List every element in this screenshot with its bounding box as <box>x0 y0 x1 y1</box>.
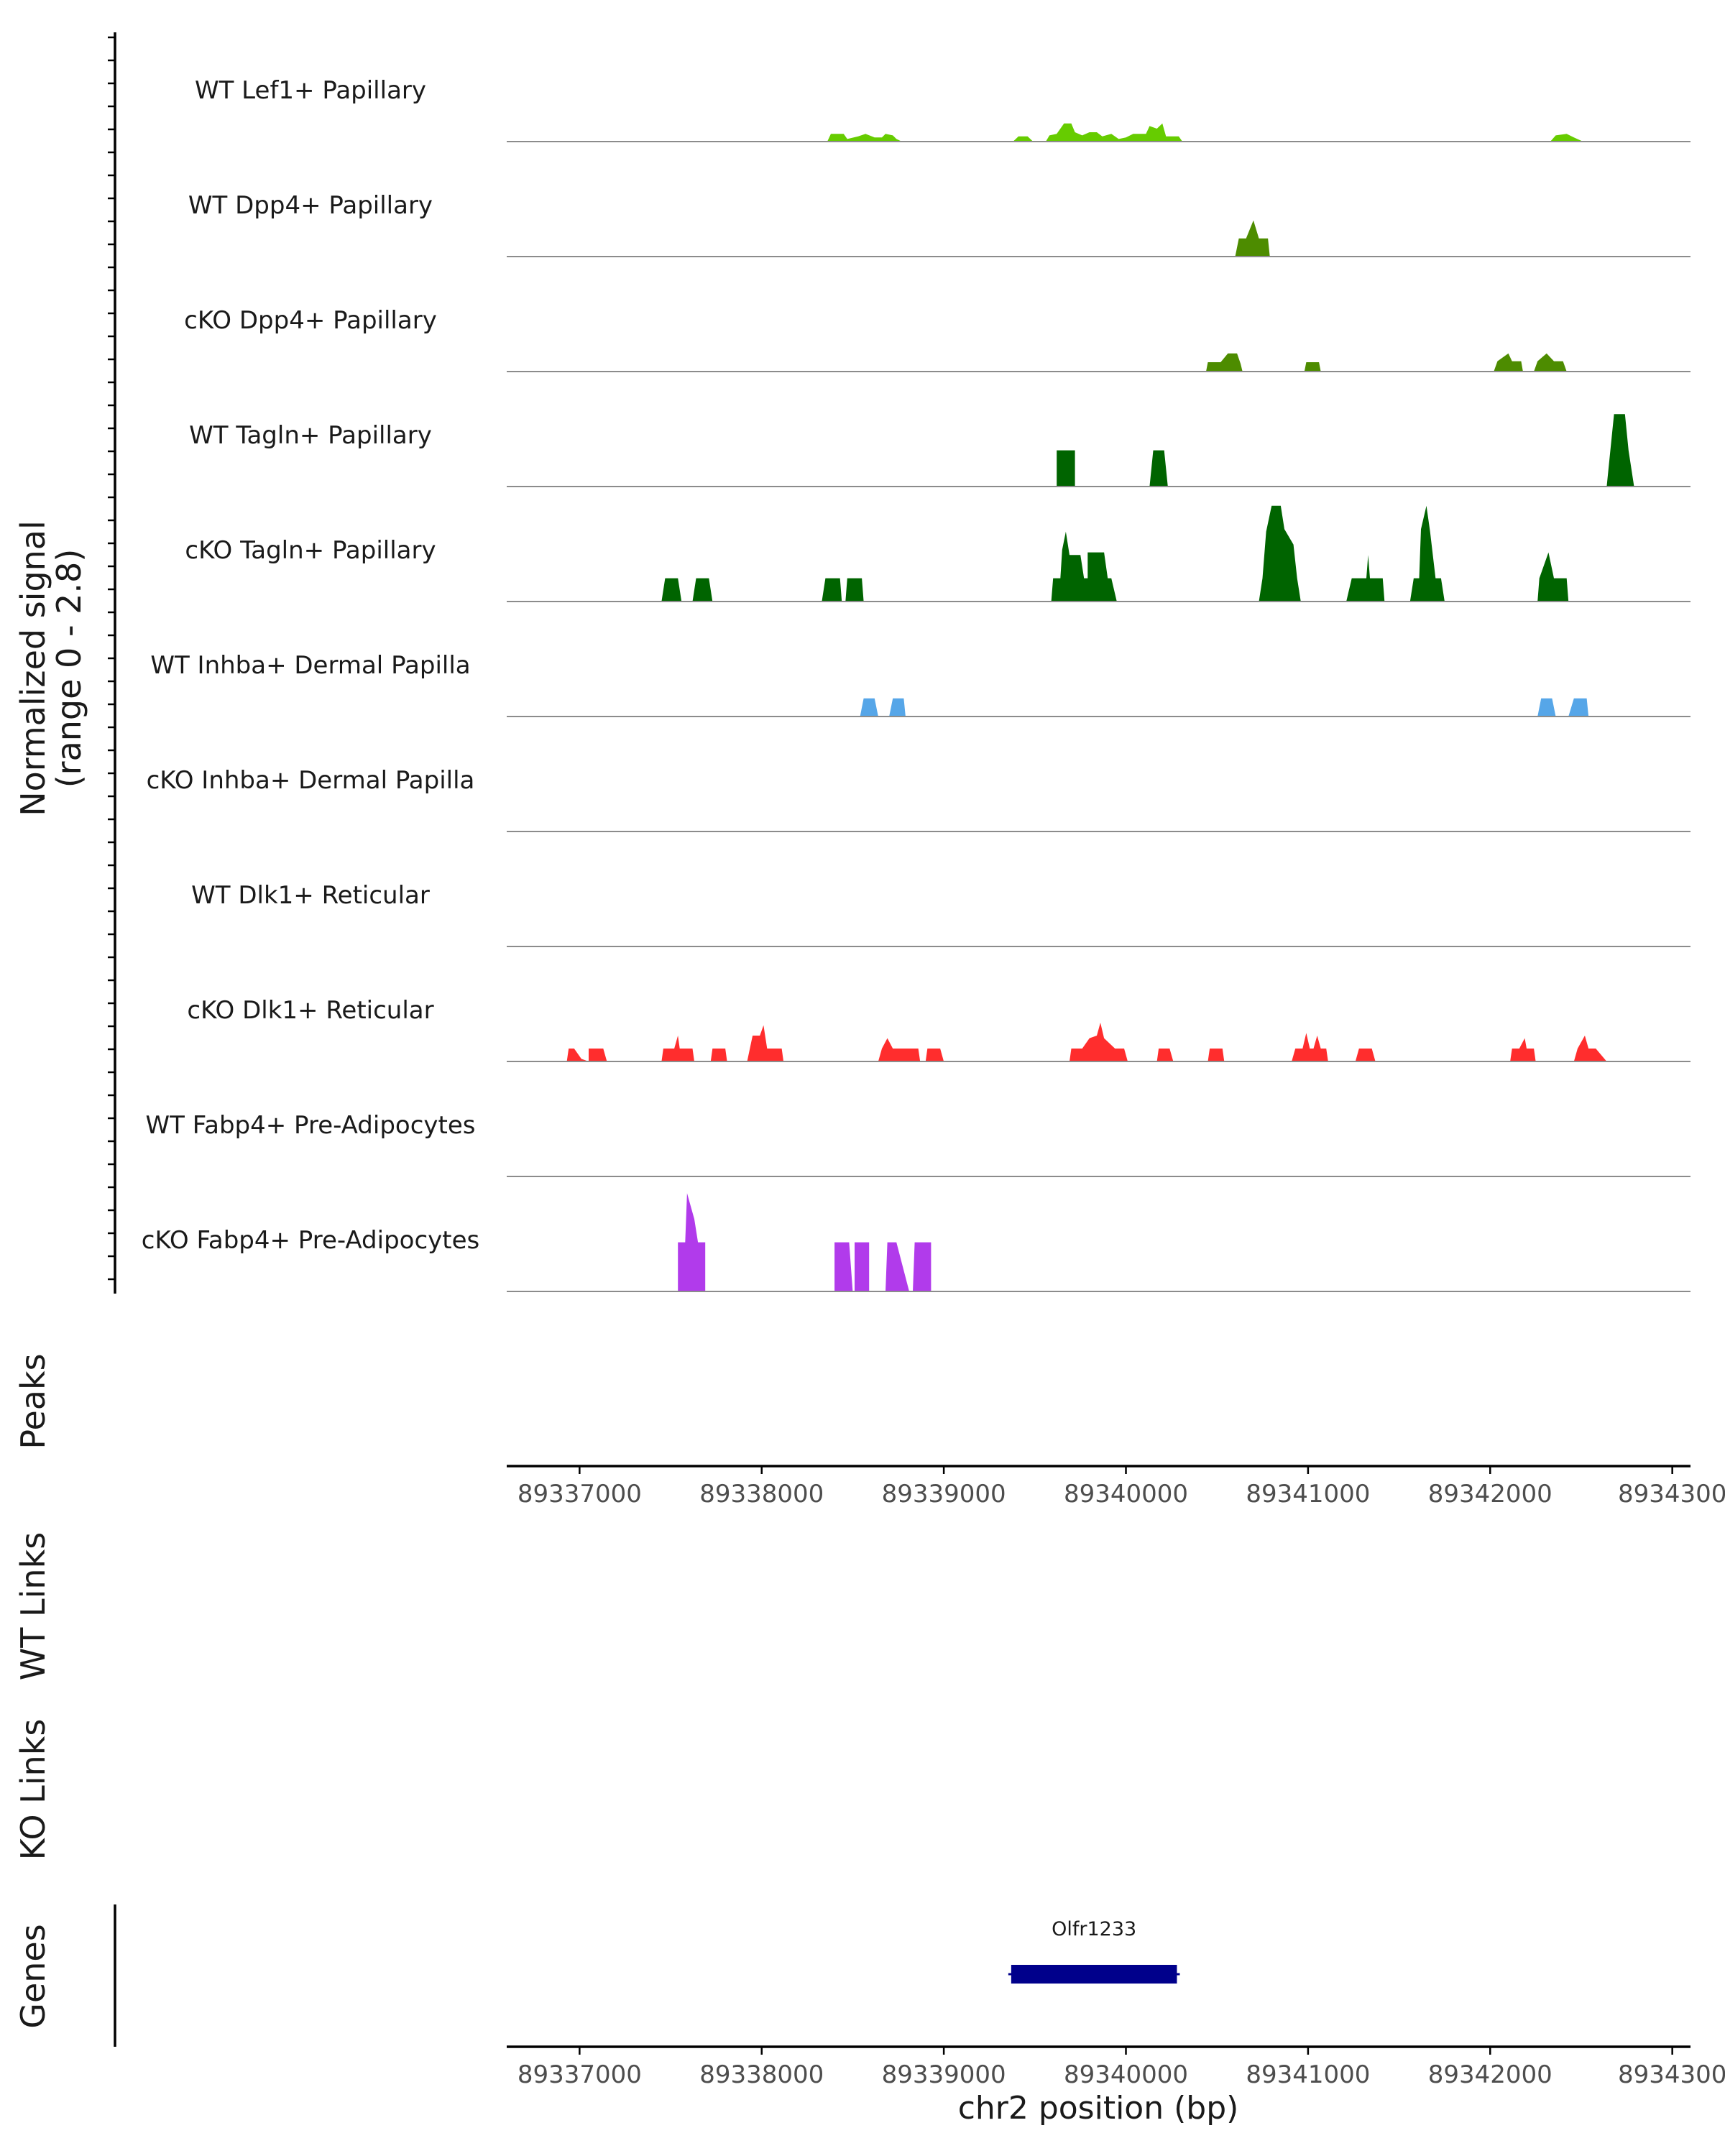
track-6: cKO Inhba+ Dermal Papilla <box>147 766 1690 832</box>
track-label: cKO Fabp4+ Pre-Adipocytes <box>142 1226 480 1255</box>
track-label: cKO Dpp4+ Papillary <box>184 306 437 335</box>
track-signal-area <box>678 1193 932 1291</box>
coverage-tracks: WT Lef1+ Papillary WT Dpp4+ Papillary cKO … <box>142 76 1690 1292</box>
gene-name-label: Olfr1233 <box>1052 1918 1136 1940</box>
signal-y-axis <box>108 32 116 1294</box>
track-label: cKO Dlk1+ Reticular <box>187 996 433 1025</box>
track-5: WT Inhba+ Dermal Papilla <box>150 651 1690 717</box>
track-3: WT Tagln+ Papillary <box>189 414 1690 487</box>
gene-annotations: Olfr1233 <box>1008 1918 1180 1984</box>
x-tick-label: 89342000 <box>1428 1480 1552 1508</box>
x-tick-label: 8934300 <box>1618 1480 1725 1508</box>
track-signal-area <box>860 698 1589 717</box>
track-label: cKO Tagln+ Papillary <box>185 536 436 565</box>
x-tick-label: 8934300 <box>1618 2060 1725 2089</box>
genes-track-label: Genes <box>14 1924 52 2028</box>
track-4: cKO Tagln+ Papillary <box>185 505 1690 602</box>
x-tick-label: 89339000 <box>882 2060 1006 2089</box>
y-axis-title: Normalized signal <box>14 520 52 816</box>
track-label: WT Dpp4+ Papillary <box>188 191 433 220</box>
track-9: WT Fabp4+ Pre-Adipocytes <box>146 1111 1690 1177</box>
x-tick-label: 89338000 <box>699 1480 824 1508</box>
y-axis-range: (range 0 - 2.8) <box>50 549 88 788</box>
track-0: WT Lef1+ Papillary <box>195 76 1690 142</box>
track-label: cKO Inhba+ Dermal Papilla <box>147 766 475 795</box>
x-tick-label: 89341000 <box>1246 1480 1370 1508</box>
x-tick-label: 89337000 <box>518 2060 642 2089</box>
x-tick-label: 89340000 <box>1064 1480 1188 1508</box>
track-label: WT Inhba+ Dermal Papilla <box>150 651 470 680</box>
track-label: WT Dlk1+ Reticular <box>191 881 430 910</box>
x-tick-label: 89338000 <box>699 2060 824 2089</box>
track-signal-area <box>1235 220 1270 257</box>
x-tick-label: 89340000 <box>1064 2060 1188 2089</box>
x-tick-label: 89339000 <box>882 1480 1006 1508</box>
ko-links-track-label: KO Links <box>14 1719 52 1861</box>
x-axis-upper: 89337000 89338000 89339000 89340000 89341000… <box>507 1465 1725 1508</box>
x-axis-title: chr2 position (bp) <box>958 2090 1239 2127</box>
track-label: WT Fabp4+ Pre-Adipocytes <box>146 1111 476 1140</box>
x-tick-label: 89342000 <box>1428 2060 1552 2089</box>
track-signal-area <box>1206 353 1567 372</box>
track-signal-area <box>1057 414 1634 487</box>
x-tick-label: 89341000 <box>1246 2060 1370 2089</box>
track-10: cKO Fabp4+ Pre-Adipocytes <box>142 1193 1690 1292</box>
x-tick-label: 89337000 <box>518 1480 642 1508</box>
track-label: WT Tagln+ Papillary <box>189 421 432 450</box>
x-axis-lower: 89337000 89338000 89339000 89340000 89341000… <box>507 2045 1725 2089</box>
track-8: cKO Dlk1+ Reticular <box>187 996 1690 1062</box>
track-signal-area <box>566 1023 1607 1061</box>
wt-links-track-label: WT Links <box>14 1532 52 1680</box>
track-1: WT Dpp4+ Papillary <box>188 191 1690 257</box>
peaks-track-label: Peaks <box>14 1353 52 1449</box>
track-signal-area <box>827 123 1583 142</box>
track-7: WT Dlk1+ Reticular <box>191 881 1690 947</box>
track-signal-area <box>661 505 1569 602</box>
track-label: WT Lef1+ Papillary <box>195 76 426 105</box>
track-2: cKO Dpp4+ Papillary <box>184 306 1690 372</box>
